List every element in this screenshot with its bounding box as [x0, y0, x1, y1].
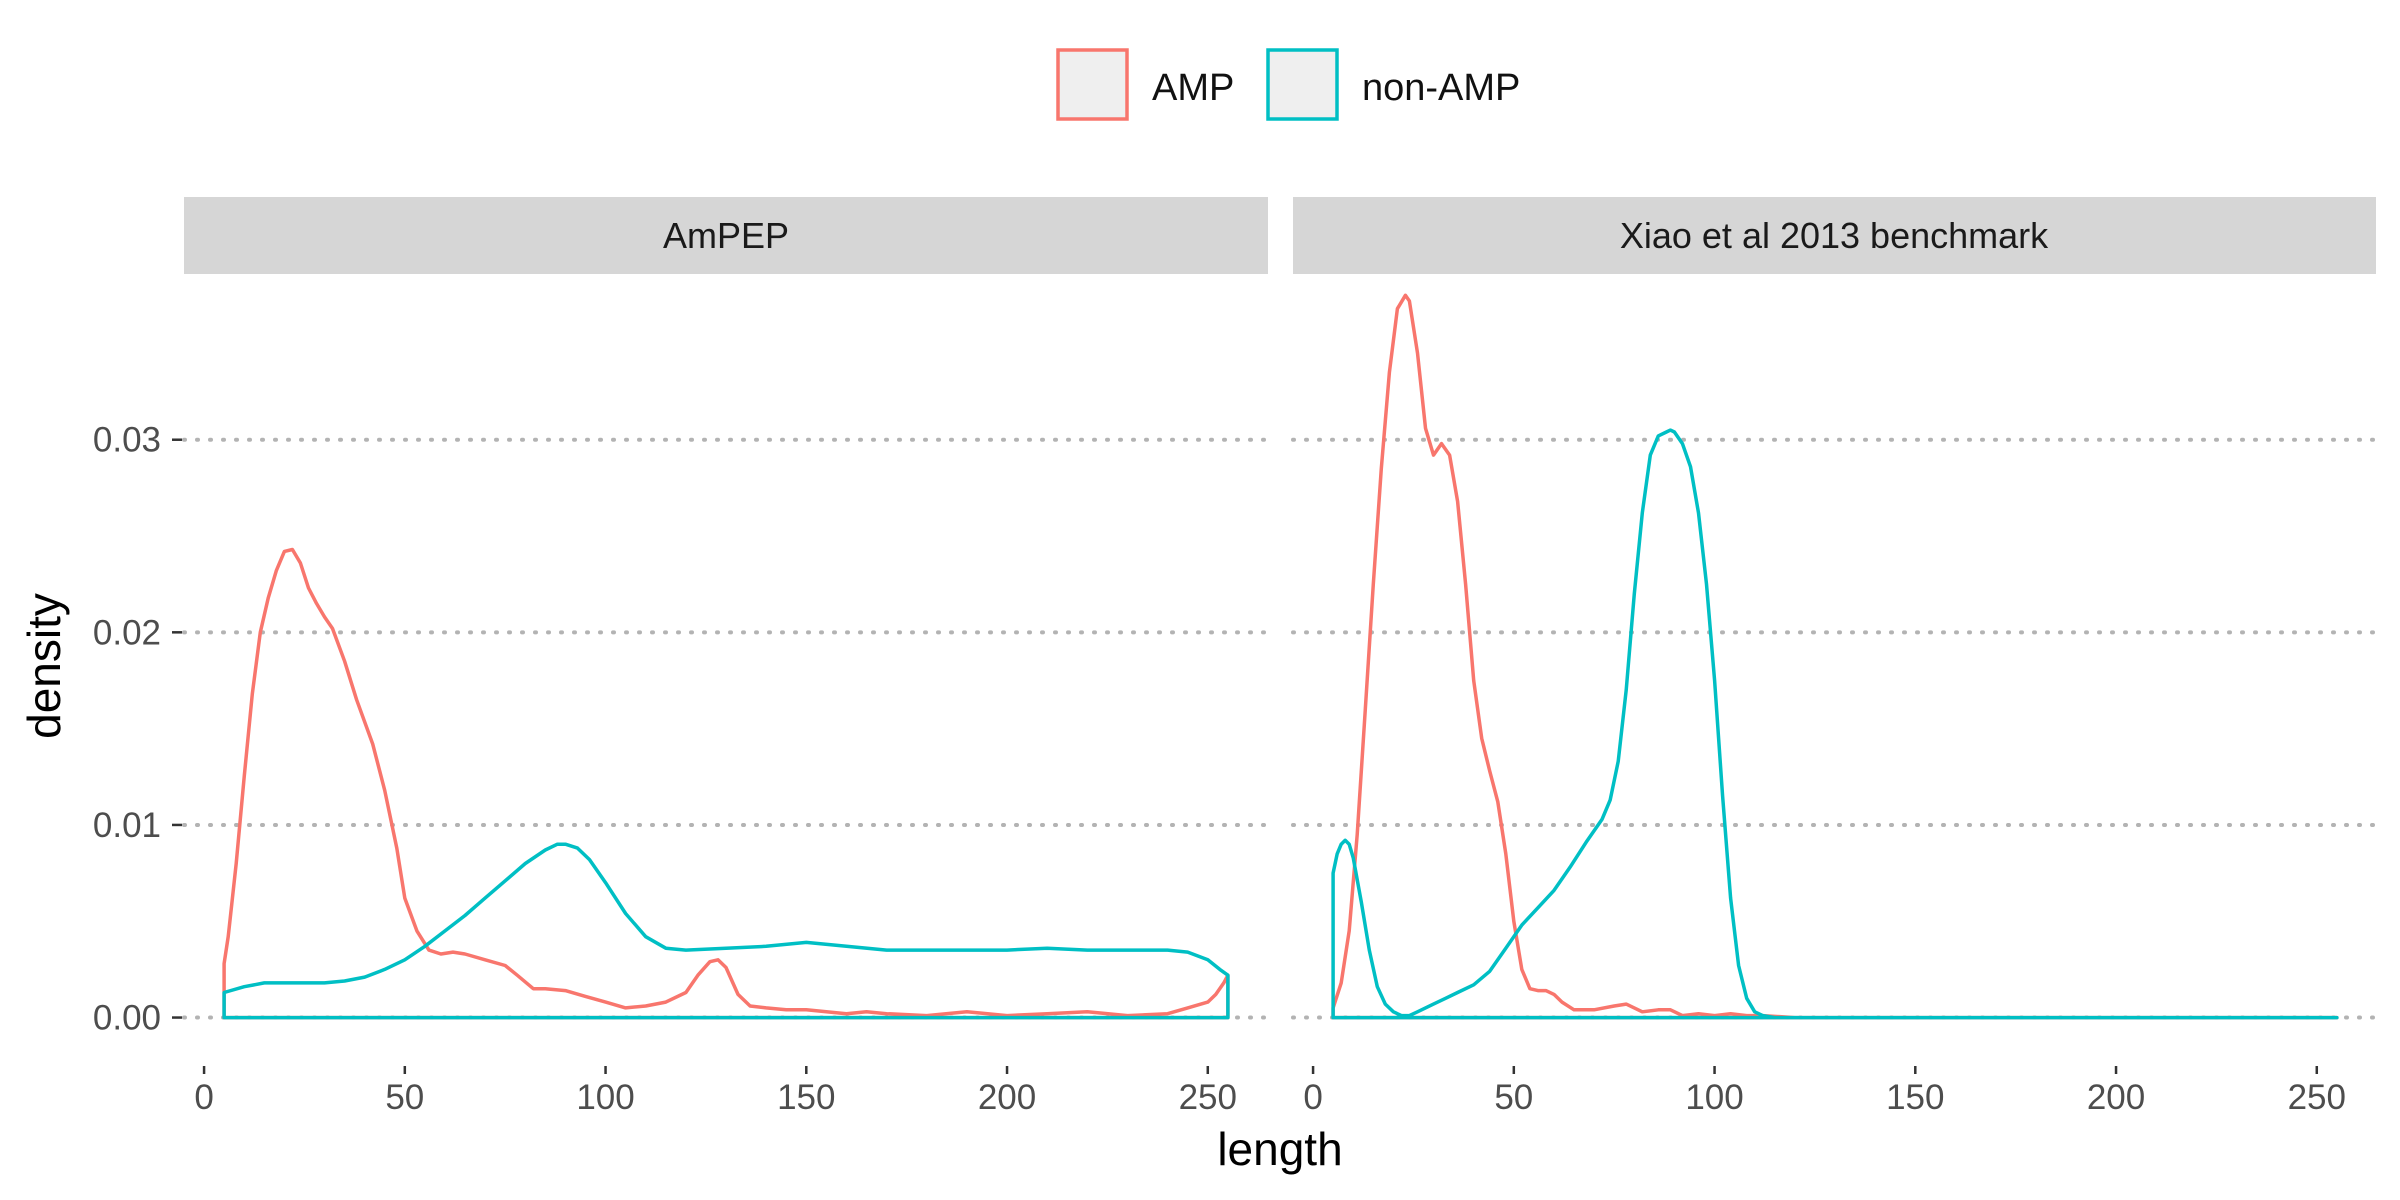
density-curve-amp [1331, 293, 2339, 1020]
strip-background-ampep [184, 197, 1268, 274]
legend-label-amp: AMP [1152, 67, 1234, 109]
x-tick-label: 150 [1886, 1078, 1944, 1117]
x-tick-label: 150 [777, 1078, 835, 1117]
x-axis-title: length [1217, 1123, 1342, 1175]
legend-label-non-amp: non-AMP [1362, 67, 1520, 109]
strip-background-xiao [1293, 197, 2376, 274]
density-curve-amp [222, 547, 1230, 1020]
density-curve-non-amp [222, 842, 1230, 1020]
strip-xiao: Xiao et al 2013 benchmark [1293, 197, 2376, 274]
legend-key-non-amp [1266, 48, 1339, 121]
x-tick-label: 50 [1494, 1078, 1533, 1117]
x-tick-label: 200 [978, 1078, 1036, 1117]
x-tick-label: 100 [576, 1078, 634, 1117]
x-tick-label: 100 [1685, 1078, 1743, 1117]
x-tick-label: 0 [194, 1078, 213, 1117]
strip-label-xiao: Xiao et al 2013 benchmark [1620, 215, 2049, 256]
y-axis-title: density [18, 593, 70, 739]
y-tick-label: 0.02 [93, 613, 161, 652]
legend: AMP non-AMP [1056, 48, 1520, 121]
strip-label-ampep: AmPEP [663, 215, 789, 256]
y-axis: 0.00 0.01 0.02 0.03 [93, 421, 182, 1038]
x-tick-label: 0 [1303, 1078, 1322, 1117]
x-tick-label: 250 [2288, 1078, 2346, 1117]
y-tick-label: 0.03 [93, 421, 161, 460]
legend-key-amp [1056, 48, 1129, 121]
x-tick-label: 200 [2087, 1078, 2145, 1117]
x-tick-label: 250 [1179, 1078, 1237, 1117]
x-tick-label: 50 [385, 1078, 424, 1117]
panel-ampep: 0 50 100 150 200 250 [182, 437, 1270, 1117]
panel-xiao: 0 50 100 150 200 250 [1291, 293, 2379, 1117]
density-curve-non-amp [1331, 428, 2339, 1020]
strip-ampep: AmPEP [184, 197, 1268, 274]
y-tick-label: 0.01 [93, 806, 161, 845]
y-tick-label: 0.00 [93, 999, 161, 1038]
